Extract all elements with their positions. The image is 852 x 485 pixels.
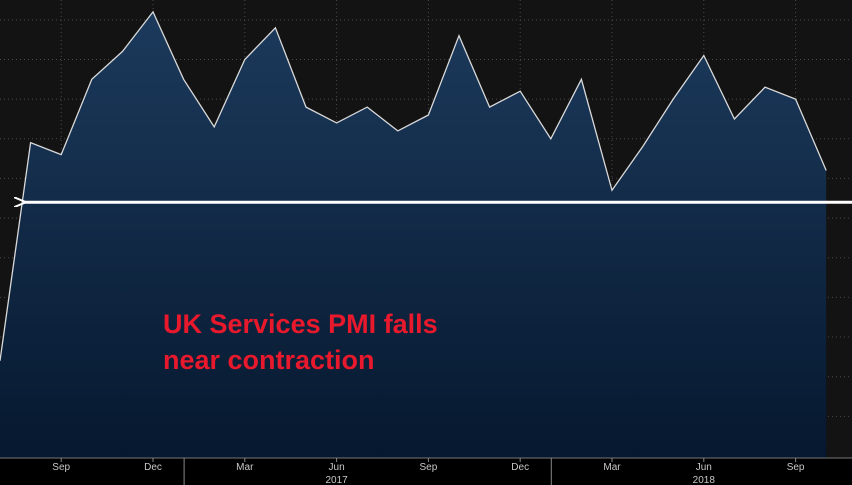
x-axis-band xyxy=(0,458,852,485)
pmi-area xyxy=(0,11,827,459)
annotation-line-1: UK Services PMI falls xyxy=(163,309,438,339)
year-label: 2018 xyxy=(693,475,716,485)
x-axis: Sep Dec Mar Jun Sep Dec Mar Jun Sep 2017 2018 xyxy=(52,458,805,485)
x-tick-label: Dec xyxy=(511,462,529,473)
x-tick-label: Sep xyxy=(52,462,70,473)
x-tick-label: Jun xyxy=(329,462,345,473)
x-tick-label: Mar xyxy=(236,462,254,473)
x-tick-label: Dec xyxy=(144,462,162,473)
pmi-line xyxy=(0,10,827,361)
year-label: 2017 xyxy=(325,475,348,485)
annotation-line-2: near contraction xyxy=(163,345,375,375)
x-tick-label: Mar xyxy=(603,462,621,473)
x-tick-label: Sep xyxy=(420,462,438,473)
x-tick-label: Sep xyxy=(787,462,805,473)
x-tick-label: Jun xyxy=(696,462,712,473)
chart-annotation: UK Services PMI falls near contraction xyxy=(163,306,438,378)
